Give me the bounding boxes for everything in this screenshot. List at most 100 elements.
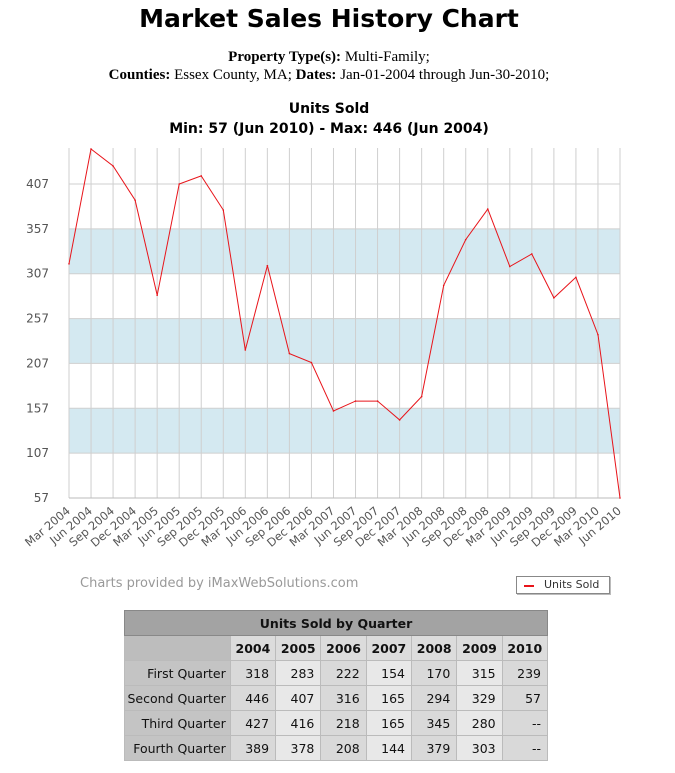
counties-value: Essex County, MA; [170,67,296,83]
table-cell: 345 [410,710,458,736]
table-cell: 283 [275,660,322,686]
table-year-header: 2007 [365,635,413,661]
table-cell: 379 [410,735,458,761]
table-corner [124,635,231,661]
chart-legend: Units Sold [516,576,610,594]
dates-label: Dates: [295,67,337,83]
data-point [575,276,577,279]
table-cell: 154 [365,660,413,686]
data-point [376,400,379,402]
table-cell: 389 [229,735,277,761]
counties-label: Counties: [108,67,171,83]
table-cell: -- [501,735,549,761]
filter-line-counties-dates: Counties: Essex County, MA; Dates: Jan-0… [0,67,658,84]
data-point [178,183,180,185]
data-point [90,148,92,150]
table-year-header: 2008 [410,635,458,661]
legend-label: Units Sold [544,578,600,591]
data-point [354,400,357,402]
data-point [464,238,467,241]
table-cell: 165 [365,710,413,736]
grid-band [69,228,620,274]
table-row-label: Second Quarter [124,685,231,711]
table-row-label: Third Quarter [124,710,231,736]
legend-swatch [524,585,534,587]
table-cell: 416 [275,710,322,736]
data-point [332,410,335,412]
table-year-header: 2010 [501,635,549,661]
table-year-header: 2009 [456,635,503,661]
data-point [68,263,70,265]
table-row: Third Quarter 427 416 218 165 345 280 -- [124,710,549,736]
table-year-header: 2004 [229,635,277,661]
data-point [597,333,599,336]
table-cell: 446 [229,685,277,711]
chart-subtitle: Min: 57 (Jun 2010) - Max: 446 (Jun 2004) [169,121,489,137]
table-cell: 407 [275,685,322,711]
y-tick-label: 107 [26,446,49,460]
table-cell: 303 [456,735,503,761]
y-tick-label: 407 [26,177,49,191]
y-tick-label: 57 [34,491,49,505]
data-point [619,497,621,499]
data-point [200,175,203,177]
table-cell: 315 [456,660,503,686]
data-point [553,297,555,299]
dates-value: Jan-01-2004 through Jun-30-2010; [336,67,550,83]
data-point [266,264,269,267]
table-cell: -- [501,710,549,736]
chart-credit[interactable]: Charts provided by iMaxWebSolutions.com [80,576,359,591]
data-point [112,165,114,167]
data-point [486,208,489,210]
table-row: Fourth Quarter 389 378 208 144 379 303 -- [124,735,549,761]
table-year-header: 2006 [320,635,367,661]
data-point [509,265,511,268]
table-cell: 170 [410,660,458,686]
grid-band [69,408,620,454]
table-cell: 218 [320,710,367,736]
table-cell: 144 [365,735,413,761]
table-row: Second Quarter 446 407 316 165 294 329 57 [124,685,549,711]
data-point [531,253,533,255]
data-point [156,294,158,297]
table-cell: 239 [501,660,549,686]
table-cell: 57 [501,685,549,711]
data-point [398,419,401,421]
data-point [442,284,445,287]
property-type-value: Multi-Family; [341,49,430,65]
chart-title: Units Sold [288,101,370,117]
table-header-row: 2004 2005 2006 2007 2008 2009 2010 [124,635,549,661]
data-point [288,352,291,355]
y-tick-label: 357 [26,222,49,236]
filter-line-property-type: Property Type(s): Multi-Family; [0,49,658,66]
y-tick-label: 157 [26,401,49,415]
table-cell: 378 [275,735,322,761]
data-point [244,349,247,351]
table-caption: Units Sold by Quarter [124,610,548,636]
table-row: First Quarter 318 283 222 154 170 315 239 [124,660,549,686]
table-cell: 294 [410,685,458,711]
y-tick-label: 307 [26,267,49,281]
data-point [420,395,423,398]
property-type-label: Property Type(s): [228,49,342,65]
data-point [310,361,313,364]
data-point [134,199,136,201]
table-cell: 222 [320,660,367,686]
table-year-header: 2005 [275,635,322,661]
series-line-units-sold [68,148,621,499]
table-cell: 318 [229,660,277,686]
table-cell: 329 [456,685,503,711]
page-title: Market Sales History Chart [139,4,519,33]
table-cell: 316 [320,685,367,711]
table-row-label: Fourth Quarter [124,735,231,761]
y-tick-label: 207 [26,356,49,370]
y-tick-label: 257 [26,312,49,326]
data-point [222,209,225,211]
quarterly-table: Units Sold by Quarter 2004 2005 2006 2007 20… [124,610,549,761]
grid-band [69,318,620,364]
table-cell: 280 [456,710,503,736]
table-cell: 208 [320,735,367,761]
table-cell: 165 [365,685,413,711]
table-row-label: First Quarter [124,660,231,686]
